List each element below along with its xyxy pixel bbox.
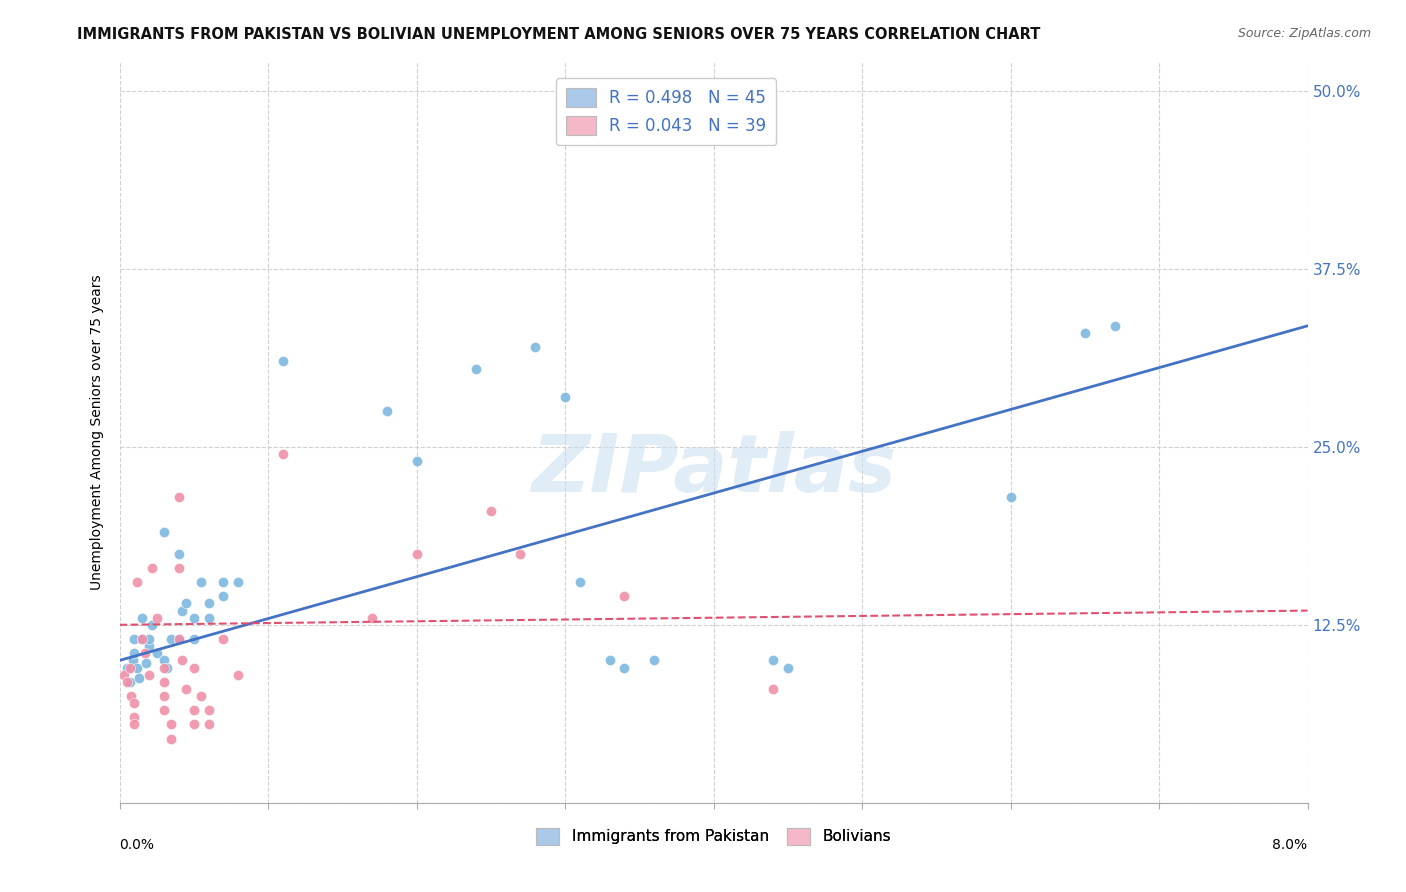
Point bbox=[138, 667, 160, 681]
Point bbox=[127, 660, 149, 674]
Text: ZIPatlas: ZIPatlas bbox=[531, 431, 896, 508]
Point bbox=[167, 632, 190, 646]
Point bbox=[599, 653, 621, 667]
Point bbox=[183, 660, 205, 674]
Point bbox=[762, 653, 785, 667]
Point bbox=[190, 689, 212, 703]
Point bbox=[153, 689, 176, 703]
Point bbox=[124, 696, 146, 710]
Point bbox=[153, 703, 176, 717]
Point bbox=[160, 717, 183, 731]
Point bbox=[405, 454, 427, 468]
Point bbox=[138, 632, 160, 646]
Point bbox=[153, 674, 176, 689]
Point bbox=[1104, 318, 1126, 333]
Point bbox=[120, 689, 142, 703]
Point bbox=[153, 660, 176, 674]
Text: 0.0%: 0.0% bbox=[120, 838, 155, 852]
Point bbox=[271, 354, 294, 368]
Point bbox=[183, 717, 205, 731]
Point bbox=[115, 660, 138, 674]
Point bbox=[115, 674, 138, 689]
Point bbox=[568, 575, 591, 590]
Point bbox=[131, 632, 153, 646]
Legend: Immigrants from Pakistan, Bolivians: Immigrants from Pakistan, Bolivians bbox=[530, 822, 897, 851]
Point bbox=[554, 390, 576, 404]
Point bbox=[124, 646, 146, 660]
Point bbox=[613, 590, 636, 604]
Y-axis label: Unemployment Among Seniors over 75 years: Unemployment Among Seniors over 75 years bbox=[90, 275, 104, 591]
Point bbox=[118, 660, 141, 674]
Point bbox=[183, 610, 205, 624]
Point bbox=[197, 597, 219, 611]
Point bbox=[190, 575, 212, 590]
Point bbox=[1074, 326, 1097, 340]
Point bbox=[145, 610, 167, 624]
Point bbox=[167, 490, 190, 504]
Point bbox=[361, 610, 384, 624]
Point bbox=[167, 632, 190, 646]
Point bbox=[141, 561, 163, 575]
Point bbox=[131, 610, 153, 624]
Point bbox=[613, 660, 636, 674]
Point bbox=[153, 525, 176, 540]
Point bbox=[183, 703, 205, 717]
Point bbox=[762, 681, 785, 696]
Point bbox=[160, 731, 183, 746]
Point bbox=[524, 340, 547, 354]
Text: Source: ZipAtlas.com: Source: ZipAtlas.com bbox=[1237, 27, 1371, 40]
Point bbox=[509, 547, 531, 561]
Point bbox=[124, 632, 146, 646]
Point bbox=[228, 667, 250, 681]
Point bbox=[167, 561, 190, 575]
Point bbox=[405, 547, 427, 561]
Point bbox=[212, 590, 235, 604]
Point bbox=[145, 646, 167, 660]
Point bbox=[122, 653, 145, 667]
Point bbox=[135, 657, 157, 671]
Point bbox=[228, 575, 250, 590]
Text: IMMIGRANTS FROM PAKISTAN VS BOLIVIAN UNEMPLOYMENT AMONG SENIORS OVER 75 YEARS CO: IMMIGRANTS FROM PAKISTAN VS BOLIVIAN UNE… bbox=[77, 27, 1040, 42]
Point bbox=[212, 575, 235, 590]
Point bbox=[156, 660, 179, 674]
Point bbox=[183, 632, 205, 646]
Point bbox=[197, 703, 219, 717]
Point bbox=[479, 504, 502, 518]
Point bbox=[176, 597, 198, 611]
Point bbox=[170, 604, 193, 618]
Point bbox=[271, 447, 294, 461]
Point bbox=[197, 717, 219, 731]
Point bbox=[167, 547, 190, 561]
Point bbox=[464, 361, 488, 376]
Point bbox=[212, 632, 235, 646]
Point bbox=[776, 660, 799, 674]
Point bbox=[1000, 490, 1022, 504]
Point bbox=[197, 610, 219, 624]
Point bbox=[124, 710, 146, 724]
Point bbox=[170, 653, 193, 667]
Point bbox=[118, 674, 141, 689]
Point bbox=[124, 717, 146, 731]
Text: 8.0%: 8.0% bbox=[1272, 838, 1308, 852]
Point bbox=[375, 404, 398, 418]
Point bbox=[134, 646, 156, 660]
Point bbox=[153, 653, 176, 667]
Point bbox=[643, 653, 665, 667]
Point bbox=[128, 671, 150, 685]
Point bbox=[127, 575, 149, 590]
Point bbox=[141, 617, 163, 632]
Point bbox=[131, 632, 153, 646]
Point bbox=[112, 667, 135, 681]
Point bbox=[176, 681, 198, 696]
Point bbox=[138, 639, 160, 653]
Point bbox=[160, 632, 183, 646]
